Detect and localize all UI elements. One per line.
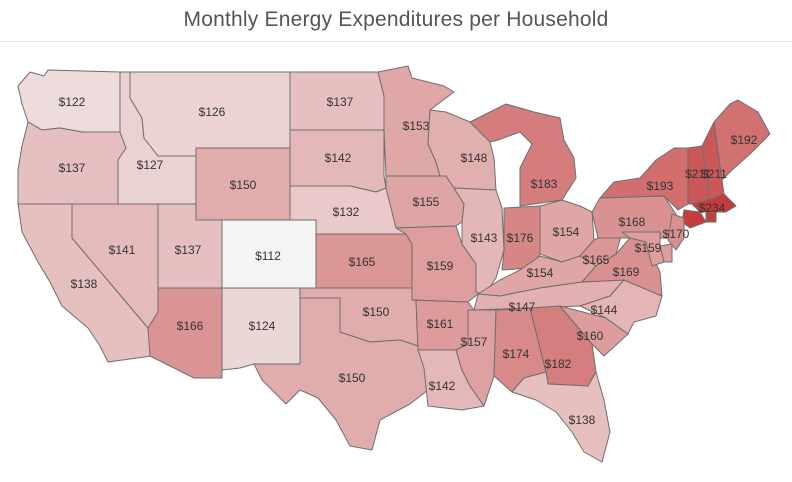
state-label-mn: $153 — [403, 119, 430, 133]
state-label-nd: $137 — [327, 95, 354, 109]
state-label-ut: $137 — [175, 243, 202, 257]
state-label-mo: $159 — [427, 259, 454, 273]
state-label-or: $137 — [59, 161, 86, 175]
state-label-fl: $138 — [569, 413, 596, 427]
title-divider — [0, 41, 792, 42]
state-label-ma: $234 — [699, 201, 726, 215]
state-label-sd: $142 — [325, 151, 352, 165]
state-label-vt: $211 — [685, 167, 711, 181]
state-label-tx: $150 — [339, 371, 366, 385]
state-nj[interactable] — [667, 213, 685, 251]
state-mo[interactable] — [395, 225, 479, 303]
state-label-pa: $168 — [619, 215, 646, 229]
state-label-ky: $154 — [527, 266, 554, 280]
state-md[interactable] — [621, 231, 665, 267]
state-label-ms: $157 — [461, 335, 488, 349]
state-label-oh: $154 — [553, 225, 580, 239]
state-label-wi: $148 — [461, 151, 488, 165]
state-label-ne: $132 — [333, 205, 360, 219]
state-ny[interactable] — [599, 147, 689, 211]
state-label-in: $176 — [507, 231, 534, 245]
state-label-al: $174 — [503, 347, 530, 361]
state-me[interactable] — [713, 99, 771, 181]
state-tx[interactable] — [253, 297, 429, 451]
state-label-co: $112 — [255, 249, 281, 263]
state-nc[interactable] — [579, 279, 663, 335]
state-label-sc: $160 — [577, 329, 604, 343]
state-label-nv: $141 — [109, 243, 136, 257]
state-sc[interactable] — [559, 305, 629, 357]
state-label-la: $142 — [429, 379, 456, 393]
state-label-wy: $150 — [230, 178, 257, 192]
state-label-ia: $155 — [413, 195, 440, 209]
state-label-il: $143 — [471, 231, 498, 245]
state-fl[interactable] — [511, 371, 611, 463]
state-ri[interactable] — [705, 211, 717, 223]
state-label-nm: $124 — [249, 319, 276, 333]
map-title: Monthly Energy Expenditures per Househol… — [183, 8, 609, 31]
state-label-va: $169 — [613, 265, 640, 279]
state-label-mi: $183 — [531, 177, 558, 191]
state-az[interactable] — [147, 287, 223, 379]
state-label-nh: $211 — [701, 167, 727, 181]
state-label-me: $192 — [731, 133, 758, 147]
state-label-wv: $165 — [583, 253, 610, 267]
state-label-ar: $161 — [427, 317, 454, 331]
state-label-id: $127 — [137, 158, 164, 172]
state-label-az: $166 — [177, 319, 204, 333]
state-label-ok: $150 — [363, 305, 390, 319]
state-label-mt: $126 — [199, 105, 226, 119]
state-label-nc: $144 — [591, 303, 618, 317]
state-label-md: $159 — [635, 241, 662, 255]
state-label-nj: $170 — [663, 227, 690, 241]
state-label-ks: $165 — [349, 255, 376, 269]
state-label-tn: $147 — [509, 300, 536, 314]
state-label-ny: $193 — [647, 179, 674, 193]
state-label-ga: $182 — [545, 357, 572, 371]
state-shapes — [17, 65, 771, 463]
state-label-wa: $122 — [59, 95, 86, 109]
state-label-ca: $138 — [71, 277, 98, 291]
state-labels: $122 $137 $138 $127 $141 $137 $166 $126 $150 $112… — [59, 95, 758, 427]
